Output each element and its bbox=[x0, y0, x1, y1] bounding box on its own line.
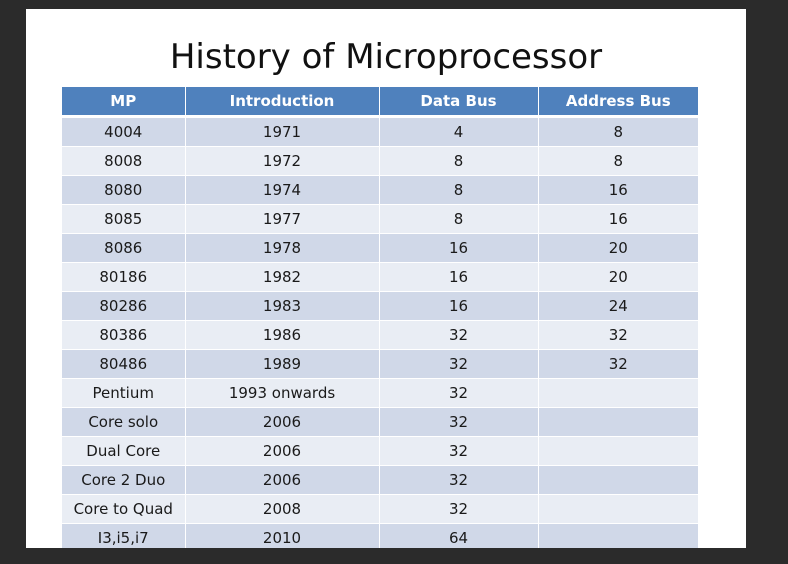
table-row: 4004 1971 4 8 bbox=[62, 116, 698, 147]
cell-address-bus: 20 bbox=[538, 262, 698, 292]
cell-address-bus bbox=[538, 378, 698, 408]
cell-mp: 80286 bbox=[62, 291, 186, 321]
cell-address-bus: 24 bbox=[538, 291, 698, 321]
cell-introduction: 1982 bbox=[185, 262, 380, 292]
cell-mp: Dual Core bbox=[62, 436, 186, 466]
table-row: Core 2 Duo 2006 32 bbox=[62, 465, 698, 495]
slide-title: History of Microprocessor bbox=[169, 37, 603, 77]
cell-address-bus bbox=[538, 436, 698, 466]
cell-address-bus: 32 bbox=[538, 349, 698, 379]
cell-introduction: 2010 bbox=[185, 523, 380, 548]
header-mp: MP bbox=[62, 87, 186, 118]
cell-introduction: 1971 bbox=[185, 116, 380, 147]
cell-data-bus: 16 bbox=[379, 291, 539, 321]
cell-data-bus: 32 bbox=[379, 436, 539, 466]
cell-mp: I3,i5,i7 bbox=[62, 523, 186, 548]
cell-mp: 8085 bbox=[62, 204, 186, 234]
cell-data-bus: 32 bbox=[379, 320, 539, 350]
cell-data-bus: 32 bbox=[379, 349, 539, 379]
table-row: 80486 1989 32 32 bbox=[62, 349, 698, 379]
cell-introduction: 1986 bbox=[185, 320, 380, 350]
table-row: 8008 1972 8 8 bbox=[62, 146, 698, 176]
cell-introduction: 2008 bbox=[185, 494, 380, 524]
cell-mp: 8080 bbox=[62, 175, 186, 205]
cell-data-bus: 8 bbox=[379, 146, 539, 176]
cell-data-bus: 16 bbox=[379, 233, 539, 263]
cell-address-bus: 8 bbox=[538, 116, 698, 147]
table-row: Dual Core 2006 32 bbox=[62, 436, 698, 466]
header-introduction: Introduction bbox=[185, 87, 380, 118]
cell-introduction: 1983 bbox=[185, 291, 380, 321]
header-address-bus: Address Bus bbox=[538, 87, 698, 118]
cell-introduction: 1989 bbox=[185, 349, 380, 379]
cell-introduction: 2006 bbox=[185, 465, 380, 495]
cell-data-bus: 16 bbox=[379, 262, 539, 292]
header-data-bus: Data Bus bbox=[379, 87, 539, 118]
cell-introduction: 1977 bbox=[185, 204, 380, 234]
cell-address-bus: 20 bbox=[538, 233, 698, 263]
cell-address-bus: 8 bbox=[538, 146, 698, 176]
cell-address-bus bbox=[538, 407, 698, 437]
table-row: 8086 1978 16 20 bbox=[62, 233, 698, 263]
cell-address-bus: 16 bbox=[538, 204, 698, 234]
cell-address-bus: 16 bbox=[538, 175, 698, 205]
cell-introduction: 2006 bbox=[185, 436, 380, 466]
cell-address-bus bbox=[538, 523, 698, 548]
cell-introduction: 1978 bbox=[185, 233, 380, 263]
cell-mp: Core 2 Duo bbox=[62, 465, 186, 495]
cell-data-bus: 32 bbox=[379, 378, 539, 408]
cell-mp: 4004 bbox=[62, 116, 186, 147]
cell-introduction: 1972 bbox=[185, 146, 380, 176]
cell-mp: 80486 bbox=[62, 349, 186, 379]
microprocessor-table: MP Introduction Data Bus Address Bus 400… bbox=[62, 87, 698, 548]
cell-address-bus bbox=[538, 465, 698, 495]
cell-introduction: 1993 onwards bbox=[185, 378, 380, 408]
cell-mp: Pentium bbox=[62, 378, 186, 408]
cell-data-bus: 32 bbox=[379, 494, 539, 524]
cell-mp: 80186 bbox=[62, 262, 186, 292]
table-row: Pentium 1993 onwards 32 bbox=[62, 378, 698, 408]
table-row: 80286 1983 16 24 bbox=[62, 291, 698, 321]
table-row: I3,i5,i7 2010 64 bbox=[62, 523, 698, 548]
table-row: Core solo 2006 32 bbox=[62, 407, 698, 437]
cell-data-bus: 64 bbox=[379, 523, 539, 548]
table-row: 8085 1977 8 16 bbox=[62, 204, 698, 234]
cell-mp: Core solo bbox=[62, 407, 186, 437]
cell-data-bus: 32 bbox=[379, 407, 539, 437]
cell-data-bus: 4 bbox=[379, 116, 539, 147]
table-row: 80186 1982 16 20 bbox=[62, 262, 698, 292]
cell-address-bus bbox=[538, 494, 698, 524]
cell-mp: 8086 bbox=[62, 233, 186, 263]
cell-mp: 80386 bbox=[62, 320, 186, 350]
table-row: 80386 1986 32 32 bbox=[62, 320, 698, 350]
cell-mp: 8008 bbox=[62, 146, 186, 176]
cell-introduction: 2006 bbox=[185, 407, 380, 437]
table-row: Core to Quad 2008 32 bbox=[62, 494, 698, 524]
cell-data-bus: 8 bbox=[379, 175, 539, 205]
table-header-row: MP Introduction Data Bus Address Bus bbox=[62, 87, 698, 118]
cell-data-bus: 32 bbox=[379, 465, 539, 495]
slide: History of Microprocessor MP Introductio… bbox=[26, 9, 746, 548]
cell-introduction: 1974 bbox=[185, 175, 380, 205]
table-row: 8080 1974 8 16 bbox=[62, 175, 698, 205]
cell-address-bus: 32 bbox=[538, 320, 698, 350]
cell-mp: Core to Quad bbox=[62, 494, 186, 524]
cell-data-bus: 8 bbox=[379, 204, 539, 234]
